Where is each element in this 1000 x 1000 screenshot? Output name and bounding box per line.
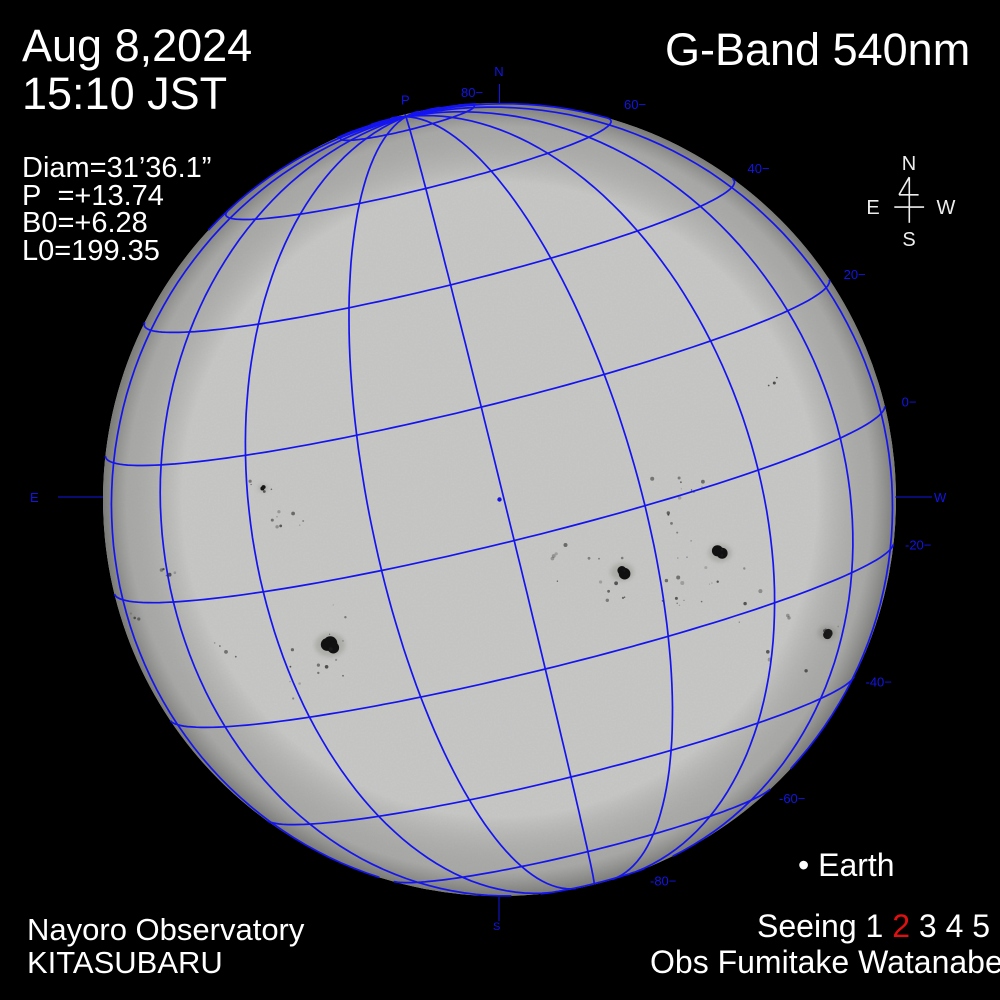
- svg-text:40−: 40−: [748, 161, 770, 176]
- svg-text:E: E: [30, 490, 39, 505]
- svg-text:-20−: -20−: [905, 538, 931, 553]
- svg-text:P: P: [401, 93, 410, 108]
- svg-text:0−: 0−: [902, 394, 917, 409]
- svg-text:60−: 60−: [624, 97, 646, 112]
- svg-text:N: N: [494, 64, 503, 79]
- svg-text:-80−: -80−: [650, 874, 676, 889]
- svg-text:S: S: [902, 229, 915, 251]
- svg-text:W: W: [937, 197, 956, 219]
- svg-text:20−: 20−: [844, 267, 866, 282]
- svg-text:-60−: -60−: [779, 791, 805, 806]
- svg-text:-40−: -40−: [866, 675, 892, 690]
- svg-text:N: N: [902, 153, 916, 175]
- svg-text:E: E: [866, 197, 879, 219]
- svg-text:S: S: [493, 921, 500, 933]
- svg-text:W: W: [934, 490, 947, 505]
- svg-text:80−: 80−: [461, 85, 483, 100]
